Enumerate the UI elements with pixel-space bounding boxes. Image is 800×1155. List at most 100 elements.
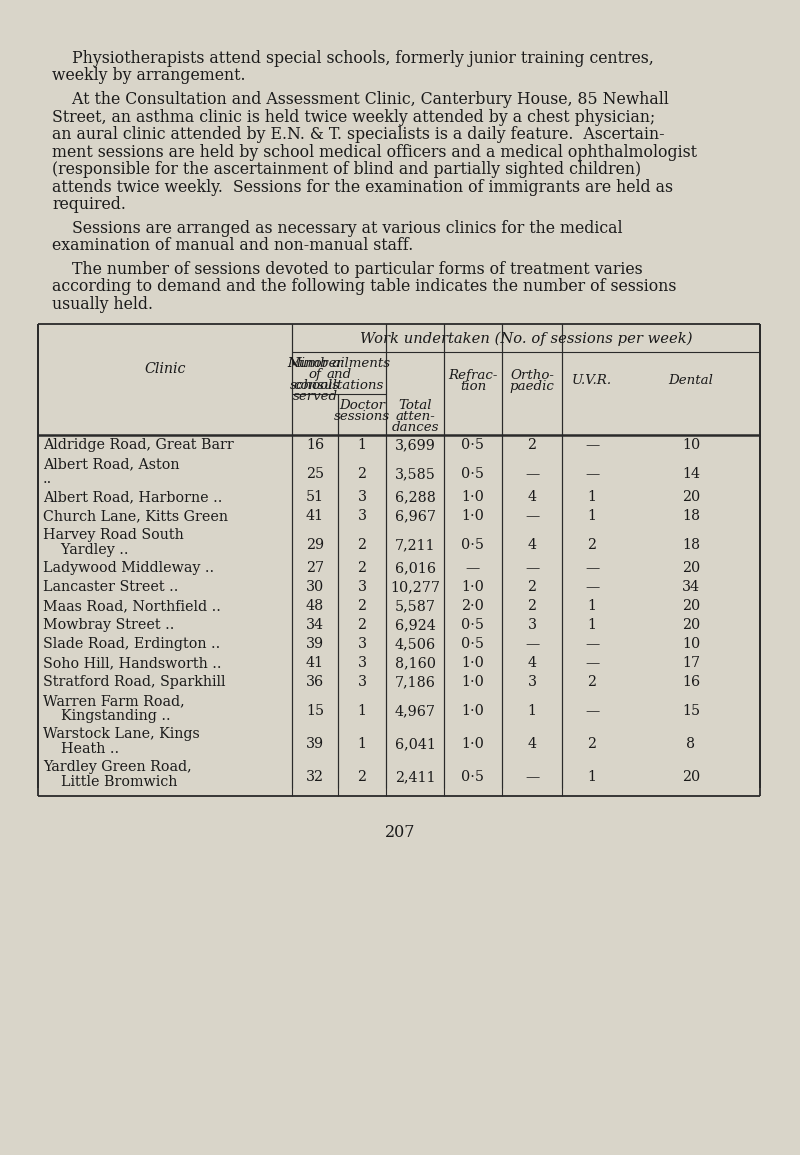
Text: 10,277: 10,277 bbox=[390, 580, 440, 594]
Text: 2: 2 bbox=[358, 561, 366, 575]
Text: usually held.: usually held. bbox=[52, 296, 153, 313]
Text: —: — bbox=[525, 770, 539, 784]
Text: (responsible for the ascertainment of blind and partially sighted children): (responsible for the ascertainment of bl… bbox=[52, 162, 641, 178]
Text: U.V.R.: U.V.R. bbox=[572, 374, 612, 387]
Text: —: — bbox=[585, 705, 599, 718]
Text: 6,924: 6,924 bbox=[394, 618, 435, 632]
Text: Ladywood Middleway ..: Ladywood Middleway .. bbox=[43, 561, 214, 575]
Text: 6,016: 6,016 bbox=[394, 561, 435, 575]
Text: 20: 20 bbox=[682, 770, 700, 784]
Text: 3: 3 bbox=[358, 580, 366, 594]
Text: served: served bbox=[293, 390, 338, 403]
Text: 2,411: 2,411 bbox=[394, 770, 435, 784]
Text: Mowbray Street ..: Mowbray Street .. bbox=[43, 618, 174, 632]
Text: 1: 1 bbox=[587, 599, 597, 613]
Text: 8,160: 8,160 bbox=[394, 656, 435, 670]
Text: Slade Road, Erdington ..: Slade Road, Erdington .. bbox=[43, 636, 220, 651]
Text: 7,186: 7,186 bbox=[394, 675, 435, 688]
Text: 39: 39 bbox=[306, 636, 324, 651]
Text: Doctor: Doctor bbox=[339, 398, 385, 412]
Text: 3: 3 bbox=[358, 675, 366, 688]
Text: 3: 3 bbox=[527, 618, 537, 632]
Text: —: — bbox=[525, 468, 539, 482]
Text: 2: 2 bbox=[527, 580, 537, 594]
Text: 1·0: 1·0 bbox=[462, 490, 485, 504]
Text: 1·0: 1·0 bbox=[462, 656, 485, 670]
Text: 0·5: 0·5 bbox=[462, 618, 485, 632]
Text: dances: dances bbox=[391, 420, 438, 434]
Text: 1: 1 bbox=[587, 770, 597, 784]
Text: —: — bbox=[585, 636, 599, 651]
Text: 2: 2 bbox=[527, 599, 537, 613]
Text: —: — bbox=[525, 561, 539, 575]
Text: 17: 17 bbox=[682, 656, 700, 670]
Text: an aural clinic attended by E.N. & T. specialists is a daily feature.  Ascertain: an aural clinic attended by E.N. & T. sp… bbox=[52, 126, 665, 143]
Text: 207: 207 bbox=[385, 824, 415, 841]
Text: 6,288: 6,288 bbox=[394, 490, 435, 504]
Text: Dental: Dental bbox=[669, 374, 714, 387]
Text: Harvey Road South: Harvey Road South bbox=[43, 528, 184, 542]
Text: 8: 8 bbox=[686, 737, 695, 752]
Text: —: — bbox=[585, 656, 599, 670]
Text: 0·5: 0·5 bbox=[462, 438, 485, 452]
Text: 1: 1 bbox=[587, 509, 597, 523]
Text: 4: 4 bbox=[527, 538, 537, 552]
Text: 16: 16 bbox=[306, 438, 324, 452]
Text: 1: 1 bbox=[587, 490, 597, 504]
Text: 15: 15 bbox=[682, 705, 700, 718]
Text: Work undertaken (No. of sessions per week): Work undertaken (No. of sessions per wee… bbox=[360, 331, 692, 346]
Text: 1·0: 1·0 bbox=[462, 580, 485, 594]
Text: 1·0: 1·0 bbox=[462, 509, 485, 523]
Text: 2: 2 bbox=[587, 737, 597, 752]
Text: Clinic: Clinic bbox=[144, 363, 186, 377]
Text: Warren Farm Road,: Warren Farm Road, bbox=[43, 694, 185, 708]
Text: examination of manual and non-manual staff.: examination of manual and non-manual sta… bbox=[52, 237, 414, 254]
Text: 6,967: 6,967 bbox=[394, 509, 435, 523]
Text: 3: 3 bbox=[358, 490, 366, 504]
Text: 20: 20 bbox=[682, 561, 700, 575]
Text: 2·0: 2·0 bbox=[462, 599, 485, 613]
Text: sessions: sessions bbox=[334, 410, 390, 423]
Text: 1: 1 bbox=[358, 438, 366, 452]
Text: 4,506: 4,506 bbox=[394, 636, 435, 651]
Text: 6,041: 6,041 bbox=[394, 737, 435, 752]
Text: 1: 1 bbox=[587, 618, 597, 632]
Text: 48: 48 bbox=[306, 599, 324, 613]
Text: of: of bbox=[309, 368, 322, 381]
Text: Albert Road, Aston: Albert Road, Aston bbox=[43, 457, 179, 471]
Text: 34: 34 bbox=[306, 618, 324, 632]
Text: Total: Total bbox=[398, 398, 432, 412]
Text: 3: 3 bbox=[527, 675, 537, 688]
Text: 3: 3 bbox=[358, 656, 366, 670]
Text: and: and bbox=[326, 368, 352, 381]
Text: At the Consultation and Assessment Clinic, Canterbury House, 85 Newhall: At the Consultation and Assessment Clini… bbox=[52, 91, 669, 109]
Text: —: — bbox=[585, 580, 599, 594]
Text: Sessions are arranged as necessary at various clinics for the medical: Sessions are arranged as necessary at va… bbox=[52, 219, 622, 237]
Text: 20: 20 bbox=[682, 618, 700, 632]
Text: 10: 10 bbox=[682, 636, 700, 651]
Text: 1: 1 bbox=[358, 705, 366, 718]
Text: 1: 1 bbox=[358, 737, 366, 752]
Text: Minor ailments: Minor ailments bbox=[287, 357, 390, 370]
Text: 16: 16 bbox=[682, 675, 700, 688]
Text: 32: 32 bbox=[306, 770, 324, 784]
Text: 30: 30 bbox=[306, 580, 324, 594]
Text: according to demand and the following table indicates the number of sessions: according to demand and the following ta… bbox=[52, 278, 676, 296]
Text: —: — bbox=[585, 438, 599, 452]
Text: 4: 4 bbox=[527, 656, 537, 670]
Text: 7,211: 7,211 bbox=[394, 538, 435, 552]
Text: 4: 4 bbox=[527, 490, 537, 504]
Text: Church Lane, Kitts Green: Church Lane, Kitts Green bbox=[43, 509, 228, 523]
Text: 0·5: 0·5 bbox=[462, 636, 485, 651]
Text: 20: 20 bbox=[682, 490, 700, 504]
Text: atten-: atten- bbox=[395, 410, 435, 423]
Text: 18: 18 bbox=[682, 509, 700, 523]
Text: 10: 10 bbox=[682, 438, 700, 452]
Text: 15: 15 bbox=[306, 705, 324, 718]
Text: 2: 2 bbox=[587, 538, 597, 552]
Text: 2: 2 bbox=[358, 468, 366, 482]
Text: —: — bbox=[585, 561, 599, 575]
Text: Refrac-: Refrac- bbox=[448, 368, 498, 382]
Text: 27: 27 bbox=[306, 561, 324, 575]
Text: consultations: consultations bbox=[294, 379, 384, 392]
